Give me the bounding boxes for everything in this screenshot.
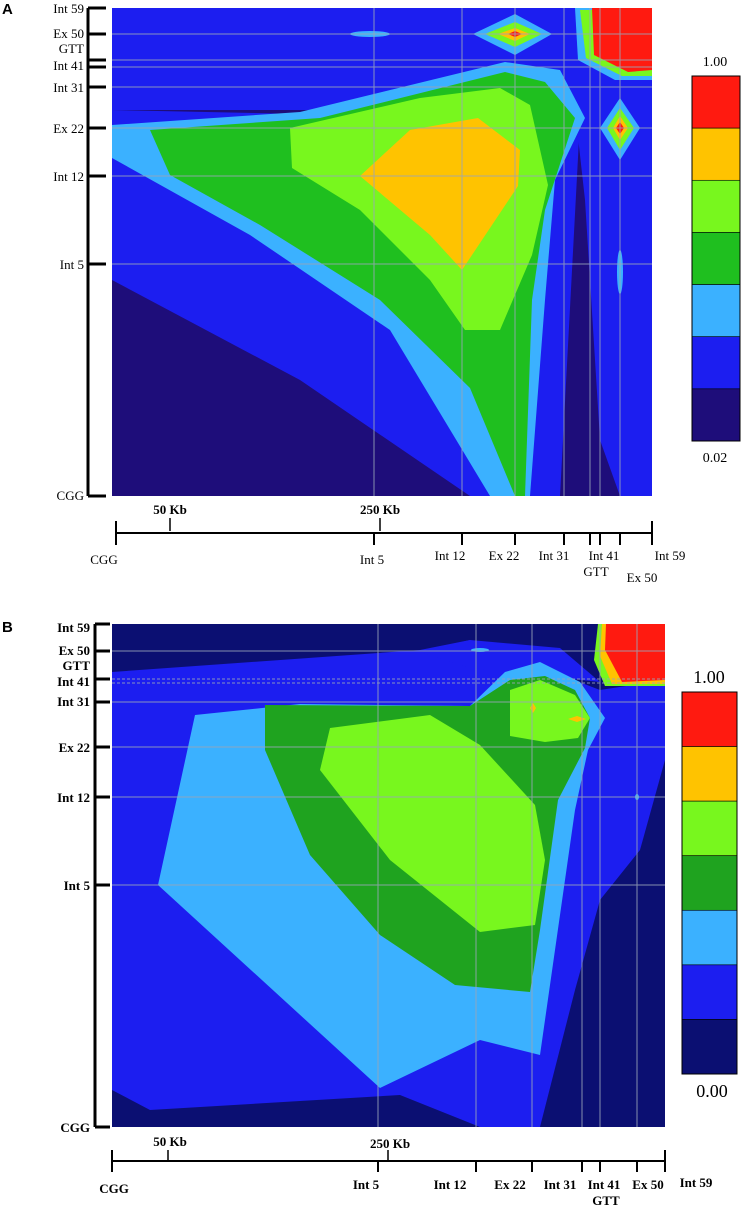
scale-a: 50 Kb 250 Kb — [153, 502, 400, 531]
legend-a-swatch-6 — [691, 75, 741, 129]
legend-b-swatch-6 — [681, 691, 738, 747]
y-label-a-3: Int 41 — [53, 58, 84, 73]
y-label-a-4: Int 31 — [53, 80, 84, 95]
x-label-a-3: Ex 22 — [489, 548, 520, 563]
contour-a-corner-3 — [592, 8, 652, 72]
y-label-a-0: Int 59 — [53, 1, 84, 16]
x-label-a-2: Int 12 — [435, 548, 466, 563]
heatmap-b — [112, 624, 665, 1127]
y-label-b-5: Ex 22 — [59, 740, 90, 755]
legend-a-swatch-0 — [691, 388, 741, 442]
legend-b-max: 1.00 — [693, 667, 725, 687]
legend-b-swatch-5 — [681, 746, 738, 802]
scale-label-a-50kb: 50 Kb — [153, 502, 187, 517]
x-axis-b — [111, 1150, 666, 1172]
x-label-b-8: Int 59 — [680, 1175, 713, 1190]
y-label-b-1: Ex 50 — [59, 643, 90, 658]
legend-a-swatch-1 — [691, 336, 741, 390]
x-label-b-4: Int 31 — [544, 1177, 577, 1192]
y-label-a-8: CGG — [57, 488, 84, 503]
y-label-b-0: Int 59 — [57, 620, 90, 635]
legend-b: 1.00 0.00 — [681, 667, 738, 1101]
y-label-b-3: Int 41 — [57, 674, 90, 689]
x-label-b-1: Int 5 — [353, 1177, 380, 1192]
scale-label-b-250kb: 250 Kb — [370, 1136, 410, 1151]
contour-a-level-5 — [360, 118, 520, 270]
scale-b: 50 Kb 250 Kb — [153, 1134, 410, 1160]
x-label-a-8: Ex 50 — [627, 570, 658, 585]
y-label-b-7: Int 5 — [64, 878, 91, 893]
grid-b — [112, 624, 665, 1127]
y-label-a-6: Int 12 — [53, 169, 84, 184]
legend-b-swatch-4 — [681, 800, 738, 857]
scale-label-a-250kb: 250 Kb — [360, 502, 400, 517]
y-label-a-1: Ex 50 — [53, 26, 84, 41]
grid-a — [112, 8, 652, 496]
y-axis-a — [86, 6, 106, 498]
contour-b-level-4 — [320, 715, 545, 932]
y-labels-b: Int 59 Ex 50 GTT Int 41 Int 31 Ex 22 Int… — [57, 620, 90, 1135]
legend-b-swatch-3 — [681, 855, 738, 911]
y-label-b-2: GTT — [63, 658, 91, 673]
panel-letter-b: B — [2, 619, 13, 636]
x-label-a-5: Int 41 — [589, 548, 620, 563]
scale-label-b-50kb: 50 Kb — [153, 1134, 187, 1149]
legend-a-swatch-2 — [691, 284, 741, 338]
x-label-b-6: GTT — [592, 1193, 620, 1208]
y-label-a-5: Ex 22 — [53, 121, 84, 136]
legend-a-swatch-4 — [691, 179, 741, 233]
x-label-a-1: Int 5 — [360, 552, 384, 567]
x-label-a-6: GTT — [583, 564, 608, 579]
x-axis-a — [115, 521, 653, 545]
x-label-a-0: CGG — [90, 552, 117, 567]
y-label-a-2: GTT — [59, 41, 84, 56]
x-label-a-4: Int 31 — [539, 548, 570, 563]
y-label-b-6: Int 12 — [57, 790, 90, 805]
legend-b-swatch-2 — [681, 909, 738, 966]
legend-b-swatch-0 — [681, 1019, 738, 1075]
y-label-b-8: CGG — [60, 1120, 90, 1135]
x-label-b-2: Int 12 — [434, 1177, 467, 1192]
panel-letter-a: A — [2, 1, 13, 18]
legend-a-min: 0.02 — [703, 451, 728, 466]
legend-b-min: 0.00 — [696, 1081, 728, 1101]
x-labels-a: CGG Int 5 Int 12 Ex 22 Int 31 Int 41 GTT… — [90, 548, 685, 585]
contour-b-corner-3 — [605, 624, 665, 682]
legend-a-swatch-5 — [691, 127, 741, 181]
x-label-b-3: Ex 22 — [494, 1177, 525, 1192]
legend-b-swatch-1 — [681, 964, 738, 1020]
y-label-b-4: Int 31 — [57, 694, 90, 709]
panel-a: A — [2, 1, 741, 585]
contour-b-level-4b — [510, 680, 590, 742]
legend-a-max: 1.00 — [703, 55, 728, 70]
x-labels-b: CGG Int 5 Int 12 Ex 22 Int 31 Int 41 GTT… — [99, 1175, 713, 1208]
legend-a-swatch-3 — [691, 232, 741, 285]
y-axis-b — [93, 622, 110, 1129]
x-label-b-7: Ex 50 — [632, 1177, 663, 1192]
x-label-a-7: Int 59 — [655, 548, 686, 563]
legend-a: 1.00 0.02 — [691, 55, 741, 466]
panel-b: B — [2, 619, 738, 1208]
y-labels-a: Int 59 Ex 50 GTT Int 41 Int 31 Ex 22 Int… — [53, 1, 84, 503]
x-label-b-5: Int 41 — [588, 1177, 621, 1192]
y-label-a-7: Int 5 — [60, 257, 84, 272]
heatmap-a — [112, 8, 652, 496]
x-label-b-0: CGG — [99, 1181, 129, 1196]
